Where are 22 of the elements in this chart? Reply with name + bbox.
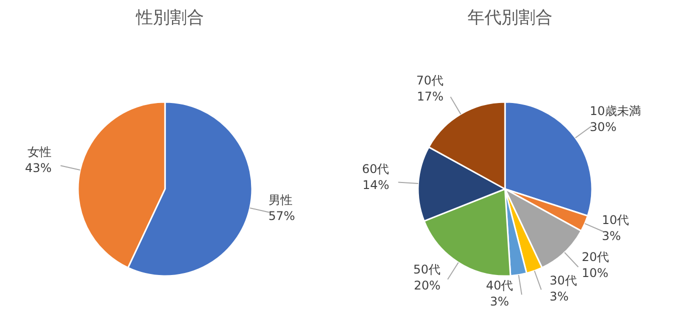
data-label: 14%	[362, 178, 390, 192]
slice-label: 10代	[602, 213, 630, 228]
data-label: 57%	[268, 209, 295, 224]
slice-label: 70代	[416, 73, 444, 88]
data-label: 3%	[550, 289, 569, 304]
slice-label: 30代	[550, 273, 577, 288]
slice-label: 50代	[413, 262, 441, 277]
data-label: 10%	[582, 266, 608, 280]
slice-label: 20代	[582, 250, 610, 264]
data-label: 43%	[25, 160, 52, 175]
data-label: 3%	[602, 229, 621, 244]
slice-label: 40代	[486, 278, 514, 293]
chart-title: 年代別割合	[466, 7, 554, 30]
data-label: 30%	[590, 120, 616, 134]
data-label: 17%	[416, 89, 444, 104]
slice-label: 男性	[268, 193, 292, 208]
chart-title: 性別割合	[134, 7, 205, 30]
data-label: 20%	[414, 278, 441, 293]
slice-label: 10歳未満	[590, 104, 642, 118]
slice-label: 女性	[28, 144, 52, 159]
slice-label: 60代	[362, 162, 390, 176]
data-label: 3%	[490, 294, 510, 309]
